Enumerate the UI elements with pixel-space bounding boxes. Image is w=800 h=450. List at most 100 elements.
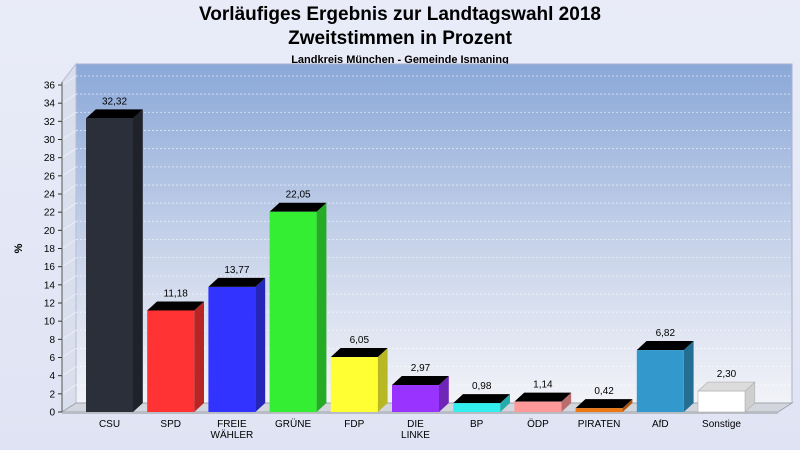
bar-value-label: 13,77 — [224, 265, 249, 276]
bar-bp — [453, 394, 510, 412]
bar-front — [575, 408, 623, 412]
bar-side — [316, 202, 327, 412]
bar-front — [147, 310, 195, 412]
y-axis-label: % — [13, 243, 25, 253]
bar-ödp — [514, 392, 572, 412]
bar-front — [514, 401, 562, 412]
x-tick-label: SPD — [160, 419, 181, 430]
y-tick-label: 30 — [44, 135, 56, 146]
x-tick-label: AfD — [652, 419, 669, 430]
bar-front — [697, 390, 746, 413]
grid-line-side — [61, 239, 77, 249]
y-tick-label: 32 — [44, 117, 56, 128]
bar-piraten — [575, 399, 633, 412]
y-tick-label: 8 — [49, 335, 55, 346]
x-tick-label: FDP — [344, 419, 364, 430]
y-tick-label: 4 — [49, 371, 55, 382]
x-tick-label: Sonstige — [702, 419, 741, 430]
x-tick-label: DIE — [407, 419, 424, 430]
grid-line-side — [61, 366, 77, 377]
y-tick-label: 26 — [44, 171, 56, 182]
bar-top — [514, 392, 572, 402]
bar-front — [208, 286, 256, 412]
bar-top — [453, 394, 510, 404]
bar-top — [697, 381, 756, 392]
y-tick-label: 10 — [44, 317, 56, 328]
bar-front — [392, 385, 439, 412]
grid-line-side — [61, 202, 77, 213]
plot-side-wall — [61, 62, 77, 413]
bar-front — [269, 211, 317, 412]
grid-line-side — [61, 166, 77, 177]
bar-front — [86, 118, 133, 412]
grid-line-side — [61, 130, 77, 140]
grid-line-side — [61, 348, 77, 358]
chart-subtitle: Zweitstimmen in Prozent — [288, 28, 512, 49]
bar-top — [208, 277, 266, 287]
bar-side — [194, 301, 204, 412]
x-tick-label: GRÜNE — [275, 418, 311, 430]
x-tick-label: FREIE — [217, 419, 247, 430]
bar-front — [330, 357, 378, 412]
x-tick-label: PIRATEN — [578, 419, 621, 430]
y-tick-label: 14 — [44, 280, 56, 291]
grid-line-side — [61, 384, 77, 395]
y-tick-label: 28 — [44, 153, 56, 164]
bar-side — [377, 348, 388, 412]
bar-side — [255, 277, 266, 412]
x-tick-label: WÄHLER — [211, 429, 254, 441]
y-tick-label: 2 — [49, 389, 55, 400]
grid-line-side — [61, 75, 77, 86]
bar-side — [500, 394, 510, 412]
bar-value-label: 0,98 — [472, 381, 492, 392]
bar-value-label: 32,32 — [102, 96, 127, 107]
bar-top — [392, 376, 449, 386]
bar-value-label: 0,42 — [594, 386, 614, 397]
bar-top — [636, 341, 694, 351]
bar-value-label: 22,05 — [286, 190, 311, 201]
y-tick-label: 6 — [49, 353, 55, 364]
grid-line-side — [61, 329, 77, 340]
x-tick-label: LINKE — [401, 430, 430, 441]
bar-sonstige — [697, 381, 756, 413]
grid-line-side — [61, 293, 77, 304]
bar-front — [453, 403, 501, 412]
grid-line-side — [61, 93, 77, 104]
bar-freie-wähler — [208, 277, 266, 412]
grid-line-side — [61, 148, 77, 159]
grid-line-side — [61, 220, 77, 231]
bar-side — [133, 109, 143, 412]
bar-top — [269, 202, 327, 212]
y-tick-label: 16 — [44, 262, 56, 273]
chart-caption: Landkreis München - Gemeinde Ismaning — [291, 54, 509, 66]
x-tick-label: BP — [470, 419, 484, 430]
bar-side — [561, 392, 572, 412]
y-tick-label: 34 — [44, 99, 56, 110]
grid-line-side — [61, 184, 77, 195]
y-tick-label: 12 — [44, 299, 56, 310]
y-tick-label: 20 — [44, 226, 56, 237]
grid-line-side — [61, 257, 77, 268]
bar-spd — [147, 301, 204, 412]
bar-value-label: 11,18 — [164, 288, 189, 299]
bar-csu — [86, 109, 143, 412]
bar-front — [636, 350, 684, 412]
bar-afd — [636, 341, 694, 412]
bar-value-label: 2,30 — [717, 369, 737, 380]
grid-line-side — [61, 311, 77, 322]
y-tick-label: 22 — [44, 208, 56, 219]
bar-side — [683, 341, 694, 412]
bar-grüne — [269, 202, 327, 412]
bar-top — [86, 109, 143, 119]
bar-top — [330, 348, 388, 358]
bar-die-linke — [392, 376, 449, 412]
y-tick-label: 0 — [49, 408, 55, 419]
bar-top — [575, 399, 633, 409]
bar-value-label: 6,05 — [350, 335, 370, 346]
y-tick-label: 36 — [44, 81, 56, 92]
grid-line-side — [61, 111, 77, 122]
x-tick-label: ÖDP — [527, 418, 549, 430]
bar-side — [622, 399, 633, 412]
x-tick-label: CSU — [99, 419, 120, 430]
